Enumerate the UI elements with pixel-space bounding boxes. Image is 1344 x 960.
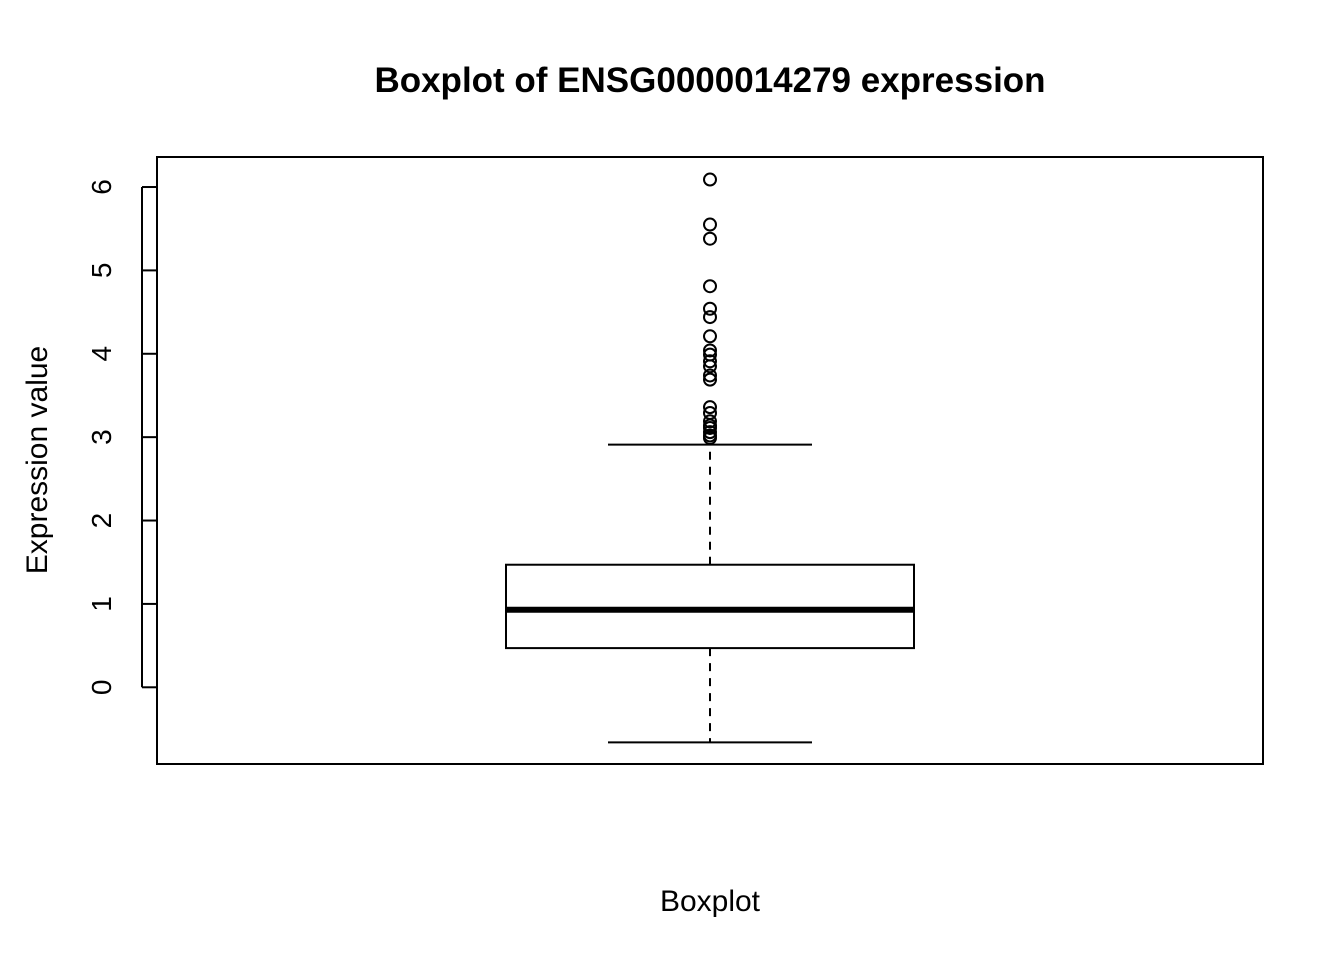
y-tick-label: 2 [86, 513, 117, 529]
y-tick-label: 3 [86, 429, 117, 445]
chart-title: Boxplot of ENSG0000014279 expression [374, 61, 1045, 100]
x-axis-label: Boxplot [660, 885, 761, 918]
y-tick-label: 0 [86, 680, 117, 696]
iqr-box [506, 565, 914, 648]
y-axis-label: Expression value [21, 346, 54, 574]
y-tick-label: 1 [86, 596, 117, 612]
y-tick-label: 5 [86, 263, 117, 279]
y-tick-label: 6 [86, 179, 117, 195]
y-tick-label: 4 [86, 346, 117, 362]
